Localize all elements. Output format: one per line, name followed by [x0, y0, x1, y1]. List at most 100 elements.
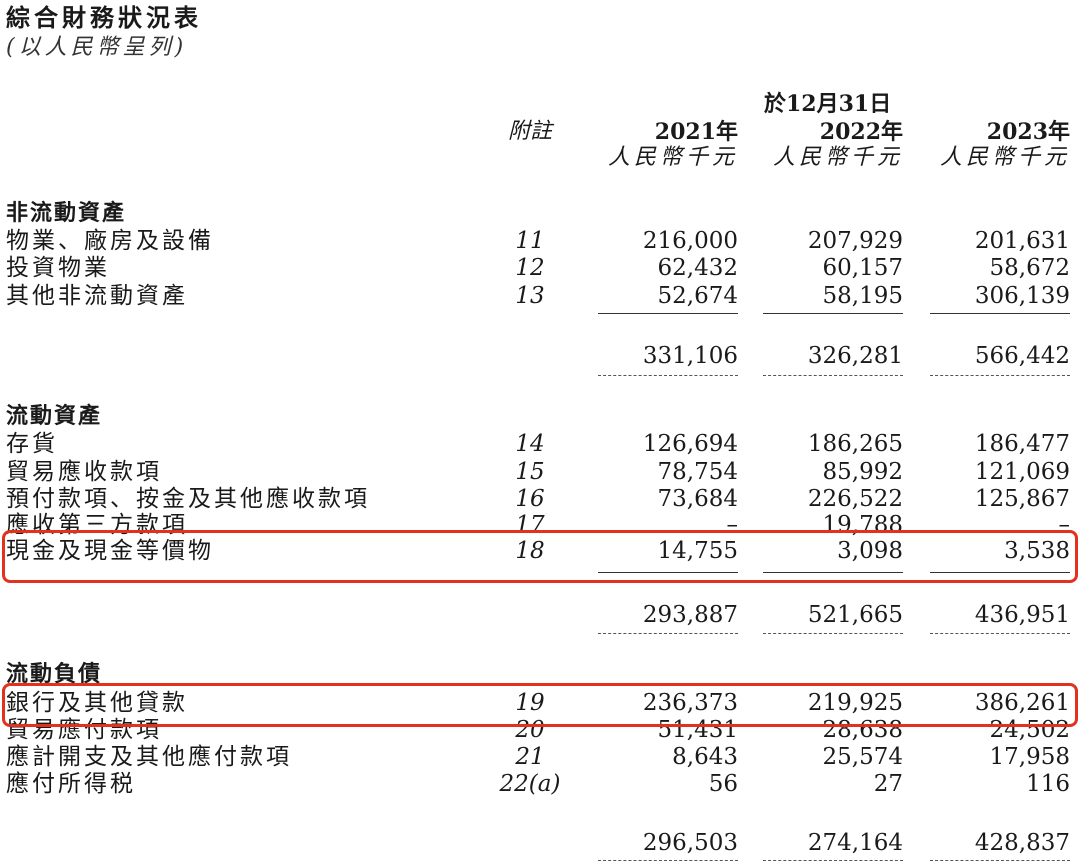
row-value-2023: 58,672	[989, 255, 1070, 281]
total-value-2022: 274,164	[807, 830, 903, 856]
row-value-2022: 85,992	[822, 459, 903, 485]
subtotal-rule	[763, 572, 903, 573]
total-dashed-rule	[763, 375, 903, 376]
total-dashed-rule	[930, 860, 1070, 861]
row-value-2022: 28,638	[822, 717, 903, 743]
row-note: 14	[515, 431, 545, 457]
row-value-2022: 219,925	[807, 690, 903, 716]
section-heading: 流動資產	[6, 404, 103, 429]
table-row: 貿易應收款項 15 78,754 85,992 121,069	[0, 458, 1080, 486]
table-row: 存貨 14 126,694 186,265 186,477	[0, 430, 1080, 458]
section-total-row: 331,106 326,281 566,442	[0, 342, 1080, 370]
row-note: 13	[515, 283, 545, 309]
row-value-2021: 78,754	[657, 459, 738, 485]
total-value-2023: 428,837	[974, 830, 1070, 856]
row-value-2022: 186,265	[807, 431, 903, 457]
row-value-2021: 56	[708, 771, 738, 797]
row-value-2023: 17,958	[989, 744, 1070, 770]
row-value-2022: 3,098	[837, 538, 903, 564]
table-row: 應收第三方款項 17 – 19,788 –	[0, 511, 1080, 539]
table-row: 應計開支及其他應付款項 21 8,643 25,574 17,958	[0, 743, 1080, 771]
section-total-row: 293,887 521,665 436,951	[0, 601, 1080, 629]
currency-note: (以人民幣呈列)	[6, 35, 188, 60]
row-value-2023: 125,867	[974, 486, 1070, 512]
row-value-2021: 8,643	[672, 744, 738, 770]
row-value-2022: 25,574	[822, 744, 903, 770]
row-value-2021: 216,000	[642, 228, 738, 254]
highlight-box-bank-loans	[2, 683, 1078, 727]
unit-header-2022: 人民幣千元	[772, 145, 903, 170]
row-label: 銀行及其他貸款	[6, 690, 188, 716]
unit-header-2021: 人民幣千元	[607, 145, 738, 170]
row-label: 其他非流動資產	[6, 283, 188, 309]
table-row: 其他非流動資產 13 52,674 58,195 306,139	[0, 282, 1080, 310]
row-label: 應付所得税	[6, 771, 136, 797]
total-value-2022: 326,281	[807, 343, 903, 369]
table-row: 貿易應付款項 20 51,431 28,638 24,502	[0, 716, 1080, 744]
subtotal-rule	[930, 572, 1070, 573]
total-value-2021: 296,503	[642, 830, 738, 856]
total-value-2022: 521,665	[807, 602, 903, 628]
table-row: 銀行及其他貸款 19 236,373 219,925 386,261	[0, 689, 1080, 717]
row-value-2023: –	[1058, 512, 1071, 538]
section-heading: 非流動資產	[6, 201, 127, 226]
row-value-2023: 306,139	[974, 283, 1070, 309]
row-value-2021: 52,674	[657, 283, 738, 309]
total-value-2021: 293,887	[642, 602, 738, 628]
highlight-box-cash	[2, 530, 1078, 583]
row-note: 20	[515, 717, 545, 743]
table-row: 物業、廠房及設備 11 216,000 207,929 201,631	[0, 227, 1080, 255]
row-note: 18	[515, 538, 545, 564]
row-value-2021: 14,755	[657, 538, 738, 564]
row-note: 12	[515, 255, 545, 281]
row-note: 11	[515, 228, 545, 254]
subtotal-rule	[598, 313, 738, 314]
row-value-2023: 186,477	[974, 431, 1070, 457]
row-value-2022: 27	[873, 771, 903, 797]
row-value-2021: 62,432	[657, 255, 738, 281]
row-label: 存貨	[6, 431, 58, 457]
total-dashed-rule	[598, 860, 738, 861]
total-value-2023: 566,442	[974, 343, 1070, 369]
section-total-row: 296,503 274,164 428,837	[0, 829, 1080, 857]
subtotal-rule	[598, 572, 738, 573]
row-note: 16	[515, 486, 545, 512]
row-value-2023: 24,502	[989, 717, 1070, 743]
subtotal-rule	[763, 313, 903, 314]
row-value-2023: 3,538	[1004, 538, 1070, 564]
row-value-2021: 73,684	[657, 486, 738, 512]
row-label: 物業、廠房及設備	[6, 228, 214, 254]
row-value-2023: 116	[1026, 771, 1070, 797]
total-value-2021: 331,106	[642, 343, 738, 369]
row-label: 現金及現金等價物	[6, 538, 214, 564]
row-value-2021: 126,694	[642, 431, 738, 457]
total-dashed-rule	[598, 375, 738, 376]
row-note: 21	[515, 744, 545, 770]
table-row: 投資物業 12 62,432 60,157 58,672	[0, 254, 1080, 282]
row-note: 22(a)	[499, 771, 561, 797]
section-heading: 流動負債	[6, 662, 103, 687]
total-dashed-rule	[763, 860, 903, 861]
year-header-2022: 2022年	[819, 119, 903, 145]
row-value-2022: 19,788	[822, 512, 903, 538]
row-label: 預付款項、按金及其他應收款項	[6, 486, 370, 512]
total-dashed-rule	[930, 633, 1070, 634]
row-value-2023: 121,069	[974, 459, 1070, 485]
table-row: 現金及現金等價物 18 14,755 3,098 3,538	[0, 537, 1080, 565]
row-label: 貿易應付款項	[6, 717, 162, 743]
row-value-2022: 58,195	[822, 283, 903, 309]
row-note: 15	[515, 459, 545, 485]
total-dashed-rule	[763, 633, 903, 634]
row-note: 19	[515, 690, 545, 716]
unit-header-2023: 人民幣千元	[939, 145, 1070, 170]
row-value-2022: 60,157	[822, 255, 903, 281]
row-note: 17	[515, 512, 545, 538]
total-dashed-rule	[930, 375, 1070, 376]
row-label: 應收第三方款項	[6, 512, 188, 538]
row-value-2023: 386,261	[974, 690, 1070, 716]
table-row: 預付款項、按金及其他應收款項 16 73,684 226,522 125,867	[0, 485, 1080, 513]
year-header-2023: 2023年	[986, 119, 1070, 145]
subtotal-rule	[930, 313, 1070, 314]
year-header-2021: 2021年	[654, 119, 738, 145]
total-value-2023: 436,951	[974, 602, 1070, 628]
